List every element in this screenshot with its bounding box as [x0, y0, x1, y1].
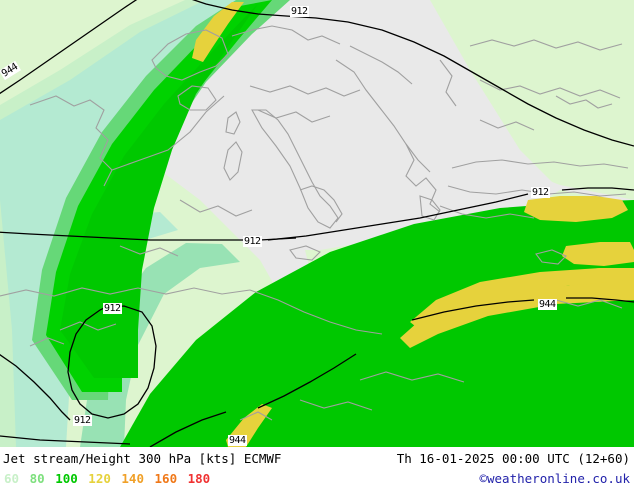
- scale-step-120: 120: [88, 471, 111, 486]
- wind-speed-scale: 60 80 100 120 140 160 180: [4, 471, 213, 486]
- isoline-label: 912: [531, 187, 550, 198]
- isoline-label: 912: [73, 415, 92, 426]
- isoline-912-mid-east: [267, 193, 529, 241]
- isoline-label: 912: [243, 236, 262, 247]
- isoline-944-bottom-b: [257, 353, 357, 409]
- scale-step-100: 100: [55, 471, 78, 486]
- jet-yellow-core-mid-right: [562, 242, 634, 266]
- isoline-label: 912: [103, 303, 122, 314]
- low-wind-pocket-north: [300, 0, 430, 70]
- isoline-912-right: [561, 187, 634, 191]
- isoline-lower-long: [0, 435, 131, 445]
- isoline-912-lower-sw: [0, 354, 71, 421]
- jet-core-nw-yellow: [192, 2, 244, 62]
- jet-core-nw-inner: [60, 4, 258, 378]
- scale-step-180: 180: [187, 471, 211, 486]
- coastline-layer: [0, 25, 629, 421]
- jet-yellow-core-long: [410, 268, 628, 330]
- isoline-944-right-b: [566, 297, 634, 303]
- speed-band-85-lowleft-arc: [80, 243, 240, 447]
- weather-map[interactable]: 944 912 912 912 944 912 912 944: [0, 0, 634, 447]
- chart-title: Jet stream/Height 300 hPa [kts] ECMWF: [3, 451, 282, 466]
- scale-step-160: 160: [154, 471, 178, 486]
- scale-step-140: 140: [121, 471, 144, 486]
- isoline-label: 944: [538, 299, 557, 310]
- copyright-link[interactable]: ©weatheronline.co.uk: [479, 471, 630, 486]
- isoline-944-right: [411, 299, 535, 321]
- scale-step-80: 80: [29, 471, 45, 486]
- isoline-912-closed: [67, 305, 157, 419]
- speed-band-80-lowleft-arc: [25, 212, 178, 447]
- isoline-label: 944: [228, 435, 247, 446]
- isoline-layer: [0, 0, 634, 447]
- isoline-944-nw: [0, 0, 138, 95]
- jet-yellow-core-upper-right: [524, 196, 628, 222]
- valid-datetime: Th 16-01-2025 00:00 UTC (12+60): [396, 451, 630, 466]
- isoline-label: 912: [290, 6, 309, 17]
- map-footer: Jet stream/Height 300 hPa [kts] ECMWF Th…: [0, 447, 634, 490]
- isoline-912-top: [191, 0, 634, 147]
- low-wind-pocket-central: [248, 0, 560, 250]
- isoline-944-bottom: [149, 411, 227, 447]
- scale-step-60: 60: [4, 471, 20, 486]
- map-canvas: [0, 0, 634, 447]
- jet-south-bright: [120, 200, 634, 447]
